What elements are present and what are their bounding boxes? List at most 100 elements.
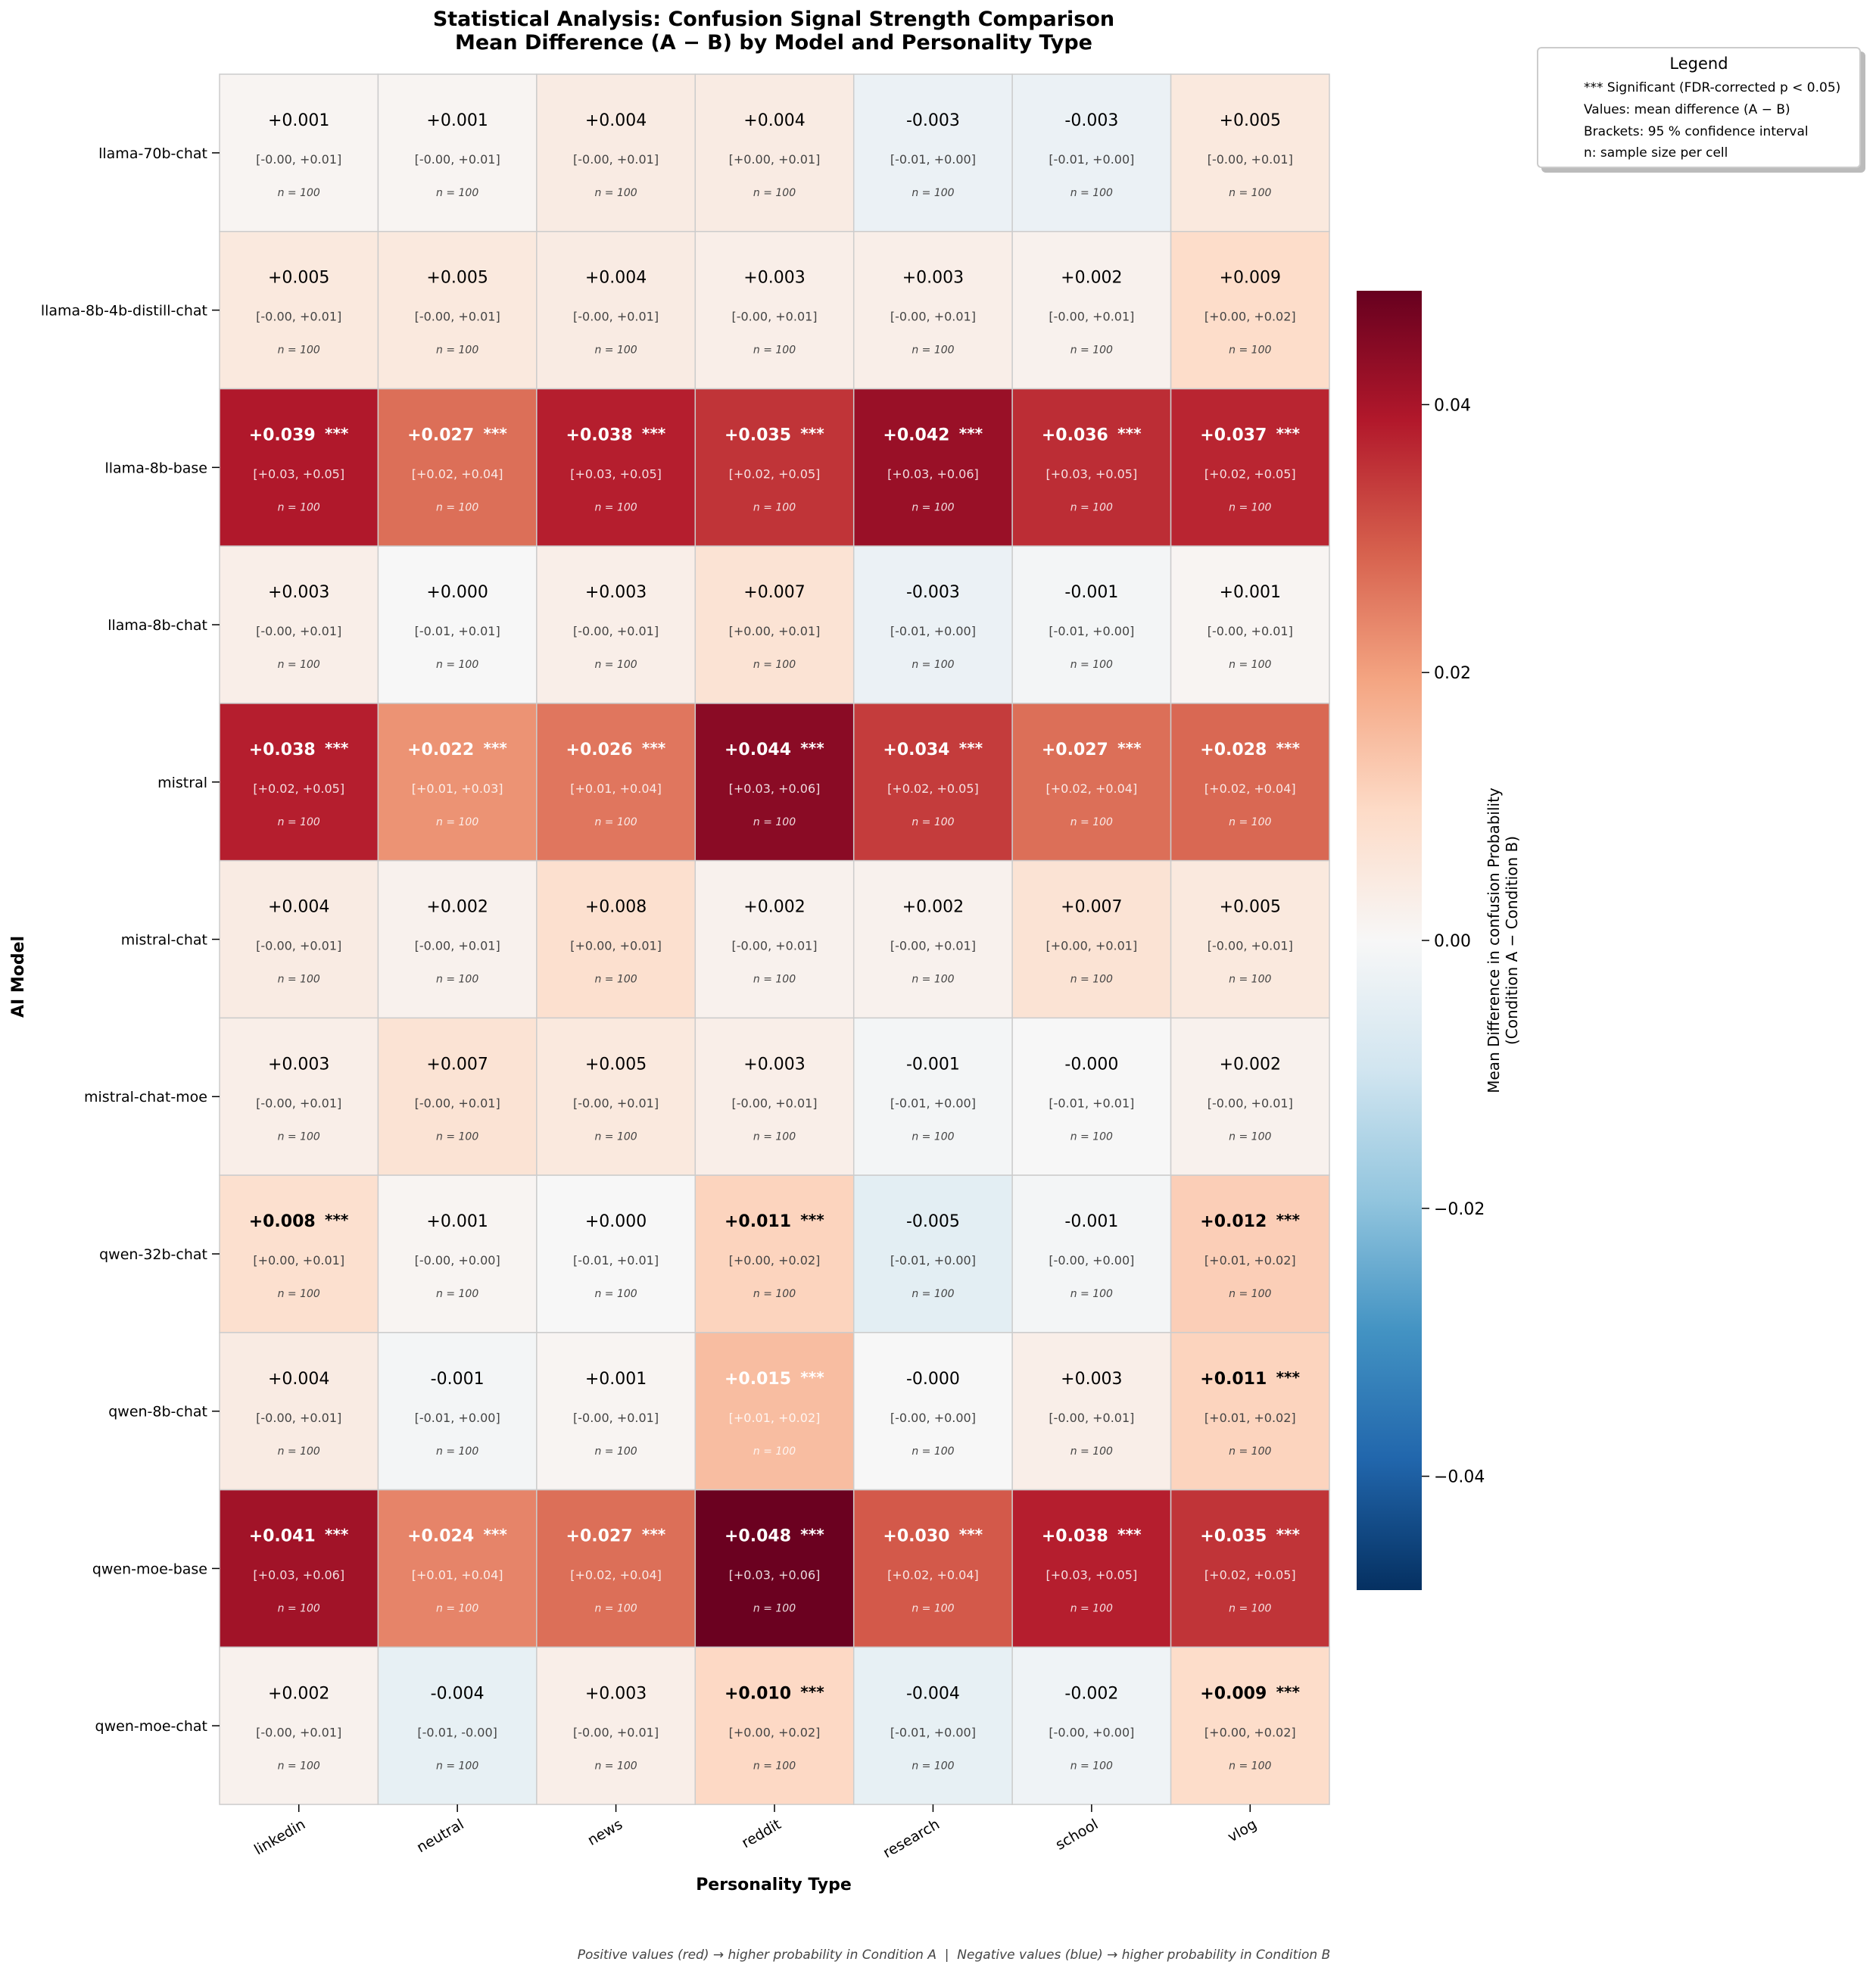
cell-value: +0.005 <box>1220 111 1281 130</box>
cell-value: +0.002 <box>743 898 805 917</box>
cell-value: +0.048 <box>725 1527 791 1546</box>
heatmap-cell: +0.004 [-0.00, +0.01] n = 100 <box>219 1332 379 1491</box>
cell-ci: [-0.00, +0.01] <box>1208 939 1293 953</box>
cell-ci: [-0.00, +0.01] <box>1208 624 1293 638</box>
y-tick-label: llama-8b-chat <box>108 617 207 634</box>
row-labels: llama-70b-chat llama-8b-4b-distill-chat ll… <box>41 145 220 1735</box>
cell-value: +0.002 <box>426 898 488 917</box>
cell-ci: [-0.01, +0.01] <box>573 1253 659 1268</box>
heatmap-cell: -0.003 [-0.01, +0.00] n = 100 <box>852 73 1013 232</box>
heatmap-cell: -0.004 [-0.01, +0.00] n = 100 <box>852 1646 1013 1805</box>
cell-ci: [+0.03, +0.05] <box>1046 466 1138 481</box>
cell-n: n = 100 <box>594 1288 637 1300</box>
heatmap-cell: +0.007 [+0.00, +0.01] n = 100 <box>1011 859 1172 1019</box>
cell-fill <box>536 1332 696 1491</box>
cell-fill <box>377 388 538 547</box>
cell-value: +0.035 <box>725 426 791 444</box>
cell-value: +0.027 <box>566 1527 633 1546</box>
cell-value: +0.007 <box>426 1055 488 1074</box>
colorbar <box>1357 291 1422 1590</box>
cell-n: n = 100 <box>594 1445 637 1458</box>
cell-value: +0.001 <box>1220 583 1281 602</box>
cell-n: n = 100 <box>753 345 796 357</box>
heatmap-cell: +0.028 *** [+0.02, +0.04] n = 100 <box>1170 703 1330 862</box>
cell-value: -0.003 <box>906 583 960 602</box>
x-axis-label: Personality Type <box>696 1876 852 1894</box>
cell-value: +0.008 <box>585 898 647 917</box>
cell-ci: [-0.00, +0.01] <box>573 1411 659 1425</box>
cell-fill <box>219 230 379 390</box>
cell-fill <box>536 1489 696 1648</box>
legend-sample-size: n: sample size per cell <box>1584 145 1728 161</box>
x-tick-label: reddit <box>739 1816 784 1851</box>
cell-value: +0.003 <box>268 583 329 602</box>
cell-ci: [-0.01, -0.00] <box>417 1725 497 1739</box>
heatmap-cell: +0.002 [-0.00, +0.01] n = 100 <box>852 859 1013 1019</box>
cell-value: +0.004 <box>585 269 647 288</box>
heatmap-cell: -0.003 [-0.01, +0.00] n = 100 <box>1011 73 1172 232</box>
cell-value: +0.024 <box>407 1527 474 1546</box>
heatmap-cell: +0.005 [-0.00, +0.01] n = 100 <box>377 230 538 390</box>
significance-marker: *** <box>1117 739 1142 757</box>
cell-fill <box>694 859 855 1019</box>
cell-fill <box>1011 1646 1172 1805</box>
significance-marker: *** <box>1117 424 1142 442</box>
heatmap-cell: +0.022 *** [+0.01, +0.03] n = 100 <box>377 703 538 862</box>
cell-n: n = 100 <box>278 1130 320 1143</box>
cell-n: n = 100 <box>1229 974 1271 986</box>
heatmap-cell: +0.034 *** [+0.02, +0.05] n = 100 <box>852 703 1013 862</box>
heatmap-cell: +0.008 *** [+0.00, +0.01] n = 100 <box>219 1174 379 1333</box>
cell-ci: [-0.00, +0.01] <box>256 152 341 167</box>
heatmap-cell: +0.038 *** [+0.02, +0.05] n = 100 <box>219 703 379 862</box>
heatmap-cell: +0.027 *** [+0.02, +0.04] n = 100 <box>377 388 538 547</box>
heatmap-cell: +0.005 [-0.00, +0.01] n = 100 <box>1170 73 1330 232</box>
cell-value: +0.026 <box>566 741 633 759</box>
heatmap-cell: +0.039 *** [+0.03, +0.05] n = 100 <box>219 388 379 547</box>
cell-fill <box>536 1017 696 1176</box>
colorbar-ticks: 0.04 0.02 0.00 −0.02 −0.04 <box>1422 396 1485 1487</box>
cell-value: +0.030 <box>883 1527 949 1546</box>
cell-fill <box>219 545 379 704</box>
cell-ci: [-0.00, +0.00] <box>1049 1253 1134 1268</box>
cell-fill <box>377 1646 538 1805</box>
heatmap-cell: +0.001 [-0.00, +0.00] n = 100 <box>377 1174 538 1333</box>
cell-n: n = 100 <box>1229 501 1271 513</box>
heatmap-cell: +0.003 [-0.00, +0.01] n = 100 <box>852 230 1013 390</box>
cell-ci: [+0.00, +0.02] <box>1204 310 1296 324</box>
chart-title: Statistical Analysis: Confusion Signal S… <box>433 8 1114 31</box>
cell-fill <box>1011 1332 1172 1491</box>
cell-value: +0.001 <box>426 1212 488 1231</box>
cell-value: +0.010 <box>725 1684 791 1703</box>
cell-ci: [-0.00, +0.01] <box>573 1096 659 1110</box>
cell-ci: [+0.02, +0.04] <box>1204 781 1296 796</box>
cell-n: n = 100 <box>912 1760 954 1772</box>
significance-marker: *** <box>642 1526 666 1544</box>
significance-marker: *** <box>1276 739 1301 757</box>
cell-fill <box>536 388 696 547</box>
cell-n: n = 100 <box>1229 1603 1271 1615</box>
cell-ci: [+0.00, +0.02] <box>1204 1725 1296 1739</box>
cell-fill <box>1170 1017 1330 1176</box>
cell-ci: [+0.03, +0.05] <box>253 466 344 481</box>
cell-fill <box>694 1646 855 1805</box>
cell-n: n = 100 <box>753 1288 796 1300</box>
cell-n: n = 100 <box>1229 1760 1271 1772</box>
cell-value: +0.007 <box>743 583 805 602</box>
y-tick-label: qwen-8b-chat <box>108 1404 207 1420</box>
significance-marker: *** <box>800 1526 824 1544</box>
cell-ci: [-0.00, +0.01] <box>890 939 976 953</box>
x-tick-label: vlog <box>1225 1816 1260 1845</box>
heatmap-cell: +0.035 *** [+0.02, +0.05] n = 100 <box>694 388 855 547</box>
heatmap-cell: +0.015 *** [+0.01, +0.02] n = 100 <box>694 1332 855 1491</box>
cell-n: n = 100 <box>436 345 478 357</box>
cell-ci: [+0.02, +0.04] <box>887 1568 979 1583</box>
cell-value: +0.012 <box>1200 1212 1267 1231</box>
cell-ci: [-0.01, +0.00] <box>890 1253 976 1268</box>
heatmap-cell: +0.004 [-0.00, +0.01] n = 100 <box>536 73 696 232</box>
cell-n: n = 100 <box>1070 187 1113 199</box>
cell-fill <box>219 388 379 547</box>
heatmap-cell: +0.009 [+0.00, +0.02] n = 100 <box>1170 230 1330 390</box>
x-tick-label: school <box>1053 1816 1102 1854</box>
cell-ci: [+0.01, +0.03] <box>412 781 503 796</box>
cell-value: -0.004 <box>431 1684 485 1703</box>
